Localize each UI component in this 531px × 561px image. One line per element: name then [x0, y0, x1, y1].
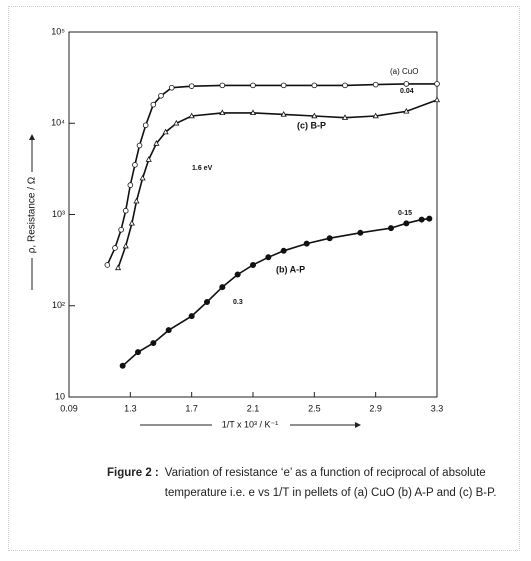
- marker: [342, 82, 348, 89]
- marker: [403, 220, 410, 227]
- caption-label: Figure 2 :: [107, 467, 159, 479]
- x-tick-label: 3.3: [431, 403, 444, 413]
- marker: [188, 313, 195, 320]
- x-axis-label: 1/T x 10³ / K⁻¹: [222, 419, 279, 429]
- marker: [188, 83, 195, 89]
- y-tick-label: 10⁴: [51, 118, 65, 128]
- marker: [132, 162, 138, 168]
- arrow-head: [355, 422, 361, 428]
- marker: [119, 362, 126, 369]
- marker: [280, 82, 287, 89]
- marker: [134, 349, 141, 356]
- marker: [219, 109, 226, 116]
- x-tick-label: 1.7: [185, 403, 198, 413]
- marker: [311, 82, 318, 89]
- marker: [249, 261, 256, 268]
- marker: [372, 81, 379, 88]
- x-tick-label: 0.09: [60, 403, 78, 413]
- annotation: 1.6 eV: [192, 165, 213, 172]
- marker: [403, 81, 410, 87]
- marker: [165, 327, 172, 334]
- marker: [265, 254, 272, 261]
- marker: [387, 225, 394, 232]
- annotation: (a) CuO: [390, 67, 418, 76]
- marker: [303, 240, 310, 247]
- marker: [203, 298, 210, 305]
- marker: [434, 81, 440, 87]
- marker: [418, 216, 425, 223]
- marker: [219, 284, 226, 291]
- marker: [128, 219, 135, 226]
- annotation: 0.3: [233, 299, 243, 306]
- marker: [114, 264, 122, 271]
- marker: [158, 92, 164, 99]
- marker: [136, 142, 143, 149]
- marker: [372, 112, 379, 119]
- marker: [403, 107, 410, 114]
- marker: [280, 247, 287, 254]
- x-tick-label: 1.3: [124, 403, 137, 413]
- marker: [122, 207, 129, 214]
- series-line: [117, 99, 438, 269]
- y-tick-label: 10²: [52, 300, 65, 310]
- series-line: [122, 217, 430, 367]
- marker: [127, 182, 134, 188]
- annotation: 0-15: [398, 210, 412, 217]
- series-line: [106, 83, 437, 266]
- frame: [8, 6, 520, 551]
- marker: [326, 235, 333, 242]
- annotation: (c) B-P: [297, 120, 326, 130]
- marker: [234, 271, 241, 278]
- marker: [311, 112, 318, 119]
- x-tick-label: 2.1: [247, 403, 260, 413]
- marker: [168, 84, 175, 91]
- annotation: 0.04: [400, 88, 414, 95]
- marker: [145, 156, 152, 162]
- marker: [219, 82, 226, 89]
- x-tick-label: 2.9: [369, 403, 382, 413]
- caption-text: Variation of resistance ‘e’ as a functio…: [164, 467, 497, 499]
- annotation: (b) A-P: [276, 264, 305, 274]
- marker: [139, 174, 146, 181]
- y-tick-label: 10⁵: [51, 26, 65, 36]
- y-axis-label: ρ, Resistance / Ω: [27, 176, 38, 253]
- marker: [122, 242, 129, 249]
- marker: [433, 96, 441, 103]
- marker: [357, 229, 364, 236]
- marker: [142, 122, 149, 129]
- marker: [188, 112, 195, 119]
- x-tick-label: 2.5: [308, 403, 321, 413]
- marker: [173, 119, 180, 126]
- marker: [112, 245, 118, 251]
- arrow-head: [29, 134, 35, 140]
- marker: [118, 226, 124, 233]
- marker: [133, 197, 140, 204]
- marker: [162, 128, 169, 135]
- y-tick-label: 10: [55, 391, 65, 401]
- marker: [426, 215, 433, 222]
- marker: [153, 140, 160, 146]
- y-tick-label: 10³: [52, 209, 65, 219]
- caption: Figure 2 : Variation of resistance ‘e’ a…: [107, 463, 507, 503]
- marker: [104, 262, 111, 268]
- marker: [150, 340, 157, 347]
- marker: [250, 82, 256, 89]
- marker: [150, 101, 157, 108]
- marker: [341, 114, 349, 120]
- marker: [249, 109, 257, 116]
- marker: [280, 110, 287, 117]
